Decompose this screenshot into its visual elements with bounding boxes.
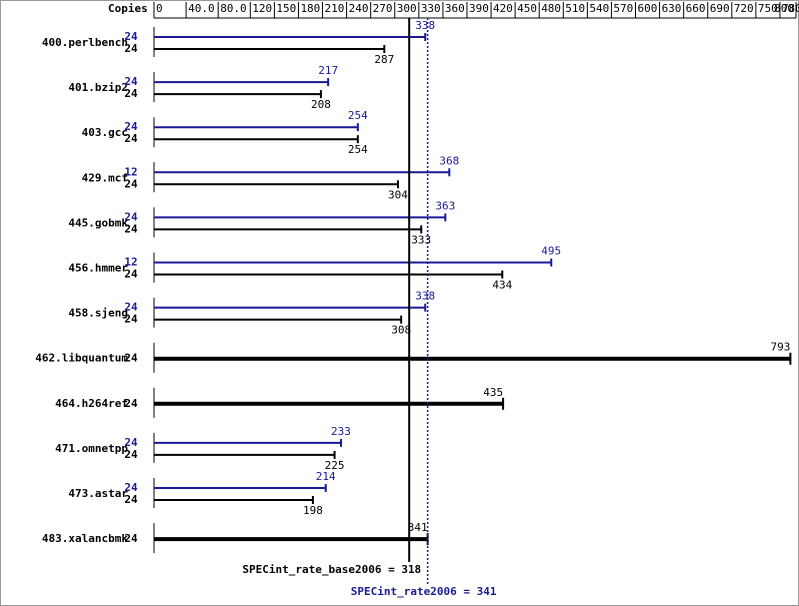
benchmark-label: 464.h264ref [55, 397, 128, 410]
copies-label: 24 [124, 268, 138, 281]
value-label: 214 [316, 470, 336, 483]
value-label: 304 [388, 188, 408, 201]
value-label: 363 [435, 199, 455, 212]
copies-header: Copies [108, 2, 148, 15]
value-label: 287 [374, 53, 394, 66]
value-label: 217 [318, 64, 338, 77]
x-tick-label: 420 [493, 2, 513, 15]
copies-label: 24 [124, 132, 138, 145]
copies-label: 24 [124, 222, 138, 235]
benchmark-label: 458.sjeng [68, 307, 128, 320]
x-tick-label: 450 [517, 2, 537, 15]
x-tick-label: 150 [276, 2, 296, 15]
value-label: 198 [303, 504, 323, 517]
copies-label: 24 [124, 42, 138, 55]
copies-label: 24 [124, 120, 138, 133]
value-label: 208 [311, 98, 331, 111]
copies-label: 24 [124, 301, 138, 314]
x-tick-label: 690 [710, 2, 730, 15]
copies-label: 24 [124, 532, 138, 545]
benchmark-label: 400.perlbench [42, 36, 128, 49]
copies-label: 24 [124, 481, 138, 494]
benchmark-label: 403.gcc [82, 126, 128, 139]
benchmark-label: 462.libquantum [35, 352, 128, 365]
x-tick-label: 0 [156, 2, 163, 15]
reference-label: SPECint_rate_base2006 = 318 [242, 563, 421, 576]
benchmark-label: 456.hmmer [68, 262, 128, 275]
x-tick-label: 330 [421, 2, 441, 15]
x-tick-label: 210 [325, 2, 345, 15]
x-tick-label: 360 [445, 2, 465, 15]
copies-label: 24 [124, 210, 138, 223]
benchmark-label: 483.xalancbmk [42, 532, 128, 545]
value-label: 233 [331, 425, 351, 438]
value-label: 225 [325, 459, 345, 472]
copies-label: 24 [124, 313, 138, 326]
value-label: 435 [483, 386, 503, 399]
x-tick-label: 510 [565, 2, 585, 15]
value-label: 308 [391, 324, 411, 337]
x-tick-label: 570 [613, 2, 633, 15]
x-tick-label: 540 [589, 2, 609, 15]
copies-label: 12 [124, 256, 137, 269]
copies-label: 24 [124, 448, 138, 461]
benchmark-label: 429.mcf [82, 171, 128, 184]
copies-label: 24 [124, 436, 138, 449]
x-tick-label: 80.0 [220, 2, 247, 15]
value-label: 338 [415, 19, 435, 32]
copies-label: 24 [124, 75, 138, 88]
x-tick-label: 720 [734, 2, 754, 15]
value-label: 368 [439, 154, 459, 167]
x-tick-label: 240 [349, 2, 369, 15]
value-label: 338 [415, 290, 435, 303]
x-tick-label: 120 [252, 2, 272, 15]
x-tick-label: 480 [541, 2, 561, 15]
value-label: 254 [348, 143, 368, 156]
copies-label: 24 [124, 177, 138, 190]
value-label: 793 [771, 341, 791, 354]
x-tick-label: 750 [758, 2, 778, 15]
copies-label: 24 [124, 493, 138, 506]
x-tick-label: 800 [774, 2, 794, 15]
x-tick-label: 180 [300, 2, 320, 15]
value-label: 434 [492, 279, 512, 292]
benchmark-label: 445.gobmk [68, 216, 128, 229]
copies-label: 12 [124, 165, 137, 178]
copies-label: 24 [124, 30, 138, 43]
x-tick-label: 600 [638, 2, 658, 15]
copies-label: 24 [124, 352, 138, 365]
x-tick-label: 40.0 [188, 2, 215, 15]
benchmark-label: 401.bzip2 [68, 81, 128, 94]
x-tick-label: 630 [662, 2, 682, 15]
value-label: 254 [348, 109, 368, 122]
copies-label: 24 [124, 397, 138, 410]
benchmark-label: 473.astar [68, 487, 128, 500]
x-tick-label: 300 [397, 2, 417, 15]
x-tick-label: 390 [469, 2, 489, 15]
copies-label: 24 [124, 87, 138, 100]
x-tick-label: 270 [373, 2, 393, 15]
x-tick-label: 780 [782, 2, 799, 15]
value-label: 495 [541, 245, 561, 258]
reference-label: SPECint_rate2006 = 341 [351, 585, 497, 598]
value-label: 333 [411, 233, 431, 246]
value-label: 341 [408, 521, 428, 534]
benchmark-label: 471.omnetpp [55, 442, 128, 455]
x-tick-label: 660 [686, 2, 706, 15]
